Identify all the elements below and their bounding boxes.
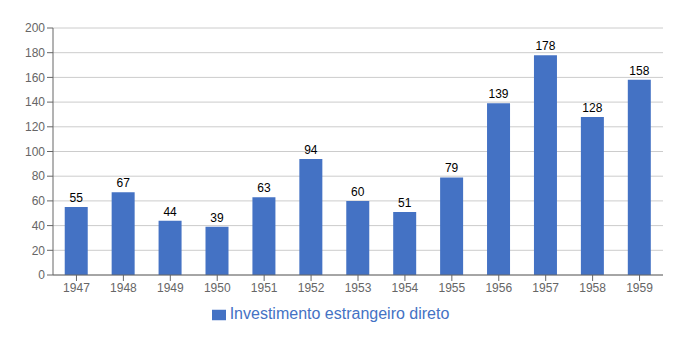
svg-text:60: 60 <box>351 185 365 199</box>
svg-text:67: 67 <box>116 176 130 190</box>
svg-text:1953: 1953 <box>345 281 372 295</box>
svg-text:1955: 1955 <box>438 281 465 295</box>
svg-text:20: 20 <box>32 244 46 258</box>
svg-text:200: 200 <box>25 21 45 35</box>
svg-text:40: 40 <box>32 219 46 233</box>
svg-text:120: 120 <box>25 120 45 134</box>
svg-text:63: 63 <box>257 181 271 195</box>
svg-text:140: 140 <box>25 95 45 109</box>
svg-text:51: 51 <box>398 196 412 210</box>
svg-text:1947: 1947 <box>63 281 90 295</box>
svg-text:60: 60 <box>32 194 46 208</box>
svg-text:94: 94 <box>304 143 318 157</box>
html-text:Investimento estrangeiro diret: Investimento estrangeiro direto <box>229 305 450 322</box>
svg-text:80: 80 <box>32 169 46 183</box>
svg-text:55: 55 <box>70 191 84 205</box>
svg-text:1959: 1959 <box>626 281 653 295</box>
svg-text:39: 39 <box>210 211 224 225</box>
svg-text:128: 128 <box>582 101 602 115</box>
svg-text:0: 0 <box>38 268 45 282</box>
svg-text:1951: 1951 <box>251 281 278 295</box>
svg-text:178: 178 <box>535 39 555 53</box>
svg-text:1952: 1952 <box>298 281 325 295</box>
svg-text:100: 100 <box>25 145 45 159</box>
svg-text:1956: 1956 <box>485 281 512 295</box>
svg-text:1954: 1954 <box>392 281 419 295</box>
svg-text:1958: 1958 <box>579 281 606 295</box>
svg-text:1948: 1948 <box>110 281 137 295</box>
svg-text:79: 79 <box>445 161 459 175</box>
svg-text:1949: 1949 <box>157 281 184 295</box>
svg-text:180: 180 <box>25 46 45 60</box>
svg-text:1957: 1957 <box>532 281 559 295</box>
svg-text:158: 158 <box>629 64 649 78</box>
svg-text:139: 139 <box>489 87 509 101</box>
svg-text:1950: 1950 <box>204 281 231 295</box>
svg-text:44: 44 <box>163 205 177 219</box>
svg-text:160: 160 <box>25 71 45 85</box>
